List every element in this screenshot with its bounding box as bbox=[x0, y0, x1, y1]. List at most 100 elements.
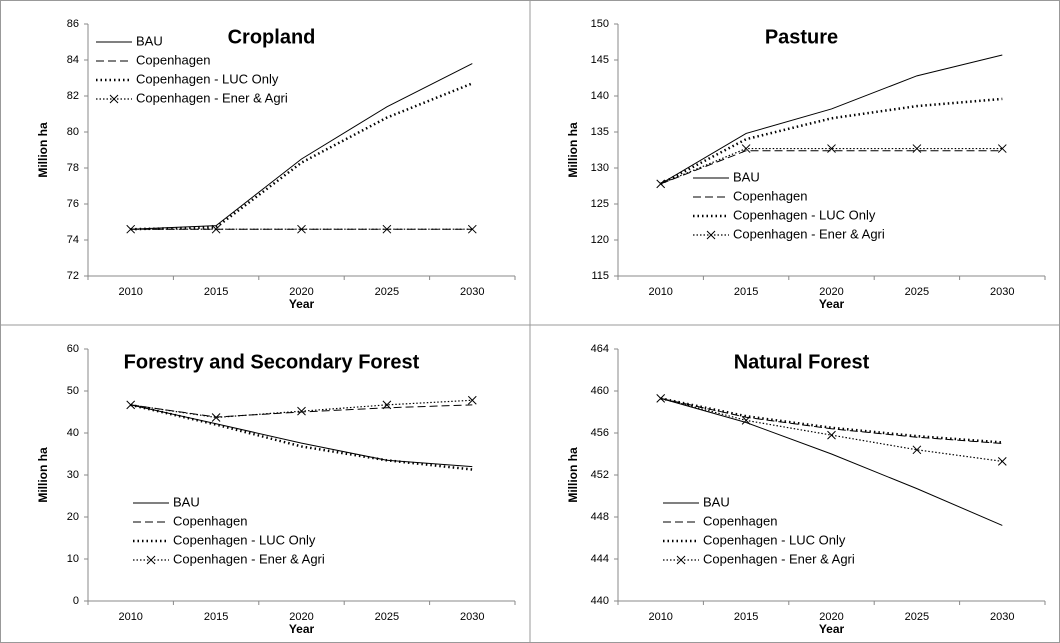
x-tick-label: 2020 bbox=[819, 286, 843, 298]
chart-title: Pasture bbox=[765, 26, 838, 48]
marker bbox=[297, 406, 306, 416]
x-tick-label: 2020 bbox=[289, 611, 313, 623]
y-axis-label: Million ha bbox=[36, 122, 50, 178]
legend-marker bbox=[706, 230, 716, 240]
x-tick-label: 2025 bbox=[905, 286, 929, 298]
legend-label: Copenhagen - LUC Only bbox=[703, 532, 846, 547]
series-line bbox=[130, 403, 473, 471]
y-tick-label: 40 bbox=[67, 427, 79, 439]
series-line bbox=[660, 147, 1003, 185]
x-tick-label: 2010 bbox=[648, 611, 672, 623]
marker bbox=[126, 224, 136, 234]
x-tick-label: 2030 bbox=[460, 286, 484, 298]
marker bbox=[656, 393, 666, 403]
series-line bbox=[130, 399, 473, 419]
marker bbox=[467, 395, 477, 405]
legend-label: Copenhagen - LUC Only bbox=[173, 532, 316, 547]
series-line bbox=[660, 54, 1003, 185]
y-tick-label: 448 bbox=[591, 511, 609, 523]
chart-panel: 440 444 448 452 456 460 464 2010 2015 2020 2025 203… bbox=[566, 343, 1046, 636]
x-tick-label: 2030 bbox=[990, 611, 1014, 623]
chart-title: Forestry and Secondary Forest bbox=[124, 351, 420, 373]
y-tick-label: 82 bbox=[67, 90, 79, 102]
y-tick-label: 120 bbox=[591, 234, 609, 246]
marker bbox=[211, 224, 221, 234]
series-line bbox=[130, 82, 473, 231]
x-tick-label: 2025 bbox=[375, 611, 399, 623]
marker bbox=[912, 445, 922, 455]
y-tick-label: 130 bbox=[591, 162, 609, 174]
y-tick-label: 115 bbox=[591, 270, 609, 282]
legend-label: Copenhagen - Ener & Agri bbox=[733, 226, 885, 241]
chart-panel: 115 120 125 130 135 140 145 150 2010 2015 2020 2025… bbox=[566, 18, 1046, 311]
legend-label: Copenhagen bbox=[173, 513, 247, 528]
series-line bbox=[130, 63, 473, 230]
marker bbox=[126, 400, 136, 410]
legend-label: BAU bbox=[136, 33, 163, 48]
y-tick-label: 86 bbox=[67, 18, 79, 30]
y-tick-label: 145 bbox=[591, 54, 609, 66]
legend-label: BAU bbox=[703, 494, 730, 509]
series-line bbox=[660, 397, 1003, 462]
marker bbox=[997, 144, 1007, 153]
legend-label: Copenhagen - Ener & Agri bbox=[703, 551, 855, 566]
y-tick-label: 30 bbox=[67, 469, 79, 481]
y-axis-label: Million ha bbox=[566, 122, 580, 178]
legend-label: Copenhagen - LUC Only bbox=[733, 207, 876, 222]
legend-label: BAU bbox=[173, 494, 200, 509]
series-line bbox=[660, 397, 1003, 526]
y-tick-label: 10 bbox=[67, 553, 79, 565]
x-tick-label: 2015 bbox=[204, 286, 228, 298]
y-tick-label: 80 bbox=[67, 126, 79, 138]
x-tick-label: 2010 bbox=[648, 286, 672, 298]
y-tick-label: 460 bbox=[591, 385, 609, 397]
y-tick-label: 440 bbox=[591, 595, 609, 607]
legend-marker bbox=[109, 94, 119, 104]
marker bbox=[741, 416, 751, 425]
x-axis-label: Year bbox=[289, 622, 315, 636]
legend-label: Copenhagen - LUC Only bbox=[136, 71, 279, 86]
x-tick-label: 2010 bbox=[118, 286, 142, 298]
legend-label: Copenhagen - Ener & Agri bbox=[173, 551, 325, 566]
x-tick-label: 2020 bbox=[289, 286, 313, 298]
y-tick-label: 76 bbox=[67, 198, 79, 210]
x-tick-label: 2015 bbox=[204, 611, 228, 623]
x-tick-label: 2015 bbox=[734, 611, 758, 623]
x-axis-label: Year bbox=[819, 622, 845, 636]
marker bbox=[827, 430, 836, 440]
x-axis-label: Year bbox=[289, 297, 315, 311]
x-tick-label: 2010 bbox=[118, 611, 142, 623]
y-tick-label: 135 bbox=[591, 126, 609, 138]
chart-title: Natural Forest bbox=[734, 351, 870, 373]
series-line bbox=[130, 404, 473, 418]
y-tick-label: 140 bbox=[591, 90, 609, 102]
legend-label: Copenhagen bbox=[733, 188, 807, 203]
x-tick-label: 2025 bbox=[905, 611, 929, 623]
y-tick-label: 50 bbox=[67, 385, 79, 397]
y-tick-label: 452 bbox=[591, 469, 609, 481]
legend-label: BAU bbox=[733, 169, 760, 184]
marker bbox=[741, 144, 751, 153]
legend-label: Copenhagen - Ener & Agri bbox=[136, 90, 288, 105]
marker bbox=[382, 224, 392, 234]
marker bbox=[912, 144, 922, 153]
marker bbox=[656, 179, 666, 189]
marker bbox=[382, 400, 392, 410]
chart-title: Cropland bbox=[228, 26, 316, 48]
marker bbox=[211, 413, 221, 422]
series-line bbox=[660, 150, 1003, 185]
series-line bbox=[660, 397, 1003, 444]
marker bbox=[467, 224, 477, 234]
marker bbox=[827, 144, 836, 153]
legend-label: Copenhagen bbox=[703, 513, 777, 528]
legend-marker bbox=[676, 555, 686, 565]
x-tick-label: 2015 bbox=[734, 286, 758, 298]
y-tick-label: 456 bbox=[591, 427, 609, 439]
x-tick-label: 2030 bbox=[460, 611, 484, 623]
y-axis-label: Million ha bbox=[36, 447, 50, 503]
y-tick-label: 72 bbox=[67, 270, 79, 282]
y-tick-label: 84 bbox=[67, 54, 79, 66]
series-line bbox=[130, 404, 473, 468]
x-tick-label: 2030 bbox=[990, 286, 1014, 298]
y-tick-label: 74 bbox=[67, 234, 79, 246]
